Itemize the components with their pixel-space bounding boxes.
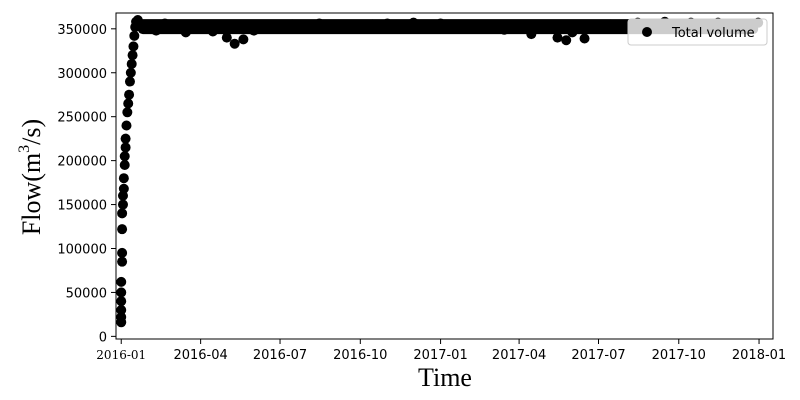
data-point: [123, 98, 134, 109]
data-point: [126, 58, 137, 69]
data-point: [579, 33, 590, 44]
data-point: [229, 38, 240, 49]
data-point: [408, 17, 419, 28]
data-point: [302, 21, 313, 32]
data-point: [261, 22, 272, 33]
x-tick-label: 2016-04: [173, 348, 227, 363]
data-point: [168, 22, 179, 33]
data-point: [159, 18, 170, 29]
legend-marker: [642, 27, 652, 37]
data-point: [287, 19, 298, 30]
data-point: [435, 18, 446, 29]
data-point: [124, 76, 135, 87]
y-tick-label: 200000: [57, 155, 107, 170]
data-point: [447, 22, 458, 33]
y-axis: 0 50000 100000 150000 200000 250000 300000 3500…: [57, 23, 116, 345]
data-point: [120, 133, 131, 144]
data-point: [116, 287, 127, 298]
data-point: [127, 50, 138, 61]
data-point: [132, 15, 143, 26]
x-tick-label: 2016-07: [253, 348, 307, 363]
x-tick-label: 2017-01: [413, 348, 467, 363]
data-point: [116, 305, 127, 316]
plot-frame: [115, 12, 774, 340]
data-point: [526, 29, 537, 40]
data-point: [314, 18, 325, 29]
data-point: [117, 247, 128, 258]
x-tick-label: 2017-04: [492, 348, 546, 363]
data-point: [120, 142, 131, 153]
data-point: [128, 41, 139, 52]
data-point: [117, 208, 128, 219]
data-point: [207, 26, 218, 37]
data-point: [275, 23, 286, 34]
data-point: [329, 22, 340, 33]
y-axis-title: Flow(m3/s): [16, 119, 46, 235]
data-point: [248, 25, 259, 36]
data-point: [195, 22, 206, 33]
data-point: [238, 34, 249, 45]
data-point: [129, 30, 140, 41]
data-point: [116, 312, 127, 323]
data-point: [355, 22, 366, 33]
x-tick-label: 2016-01: [96, 348, 146, 362]
data-point: [540, 23, 551, 34]
data-point: [180, 27, 191, 38]
data-point: [118, 183, 129, 194]
data-point: [341, 20, 352, 31]
x-axis: 2016-01 2016-04 2016-07 2016-10 2017-01 2017-…: [96, 339, 786, 363]
data-point: [487, 22, 498, 33]
y-axis-title-superscript: 3: [16, 145, 33, 153]
data-point: [117, 224, 128, 235]
data-point: [499, 24, 510, 35]
data-point: [116, 296, 127, 307]
legend-box: [627, 18, 768, 46]
data-point: [143, 20, 154, 31]
data-point: [567, 27, 578, 38]
data-point: [367, 19, 378, 30]
data-point: [221, 32, 232, 43]
y-axis-title-main: Flow(m: [17, 153, 46, 235]
legend-label: Total volume: [671, 26, 755, 41]
y-axis-title-tail: /s): [17, 119, 46, 145]
y-tick-label: 150000: [57, 199, 107, 214]
data-point: [117, 256, 128, 267]
y-tick-label: 100000: [57, 242, 107, 257]
data-point: [124, 89, 135, 100]
data-point: [593, 22, 604, 33]
data-point: [117, 199, 128, 210]
y-tick-label: 350000: [57, 23, 107, 38]
x-axis-title: Time: [418, 363, 472, 392]
y-tick-label: 0: [99, 330, 107, 345]
data-point: [462, 20, 473, 31]
data-point: [420, 20, 431, 31]
y-tick-label: 250000: [57, 111, 107, 126]
data-point: [514, 22, 525, 33]
x-tick-label: 2018-01: [732, 348, 786, 363]
data-point: [552, 32, 563, 43]
legend: Total volume: [627, 18, 768, 46]
data-points: [116, 15, 764, 328]
data-point: [561, 35, 572, 46]
data-point: [474, 23, 485, 34]
data-point: [125, 67, 136, 78]
data-point: [118, 173, 129, 184]
y-tick-label: 300000: [57, 67, 107, 82]
data-point: [394, 21, 405, 32]
x-tick-label: 2017-10: [652, 348, 706, 363]
data-point: [119, 160, 130, 171]
data-point: [122, 107, 133, 118]
data-point: [382, 18, 393, 29]
data-point: [116, 276, 127, 287]
data-point: [119, 151, 130, 162]
x-tick-label: 2017-07: [571, 348, 625, 363]
x-tick-label: 2016-10: [333, 348, 387, 363]
data-point: [605, 19, 616, 30]
y-tick-label: 50000: [66, 286, 107, 301]
data-point: [151, 25, 162, 36]
data-point: [121, 120, 132, 131]
